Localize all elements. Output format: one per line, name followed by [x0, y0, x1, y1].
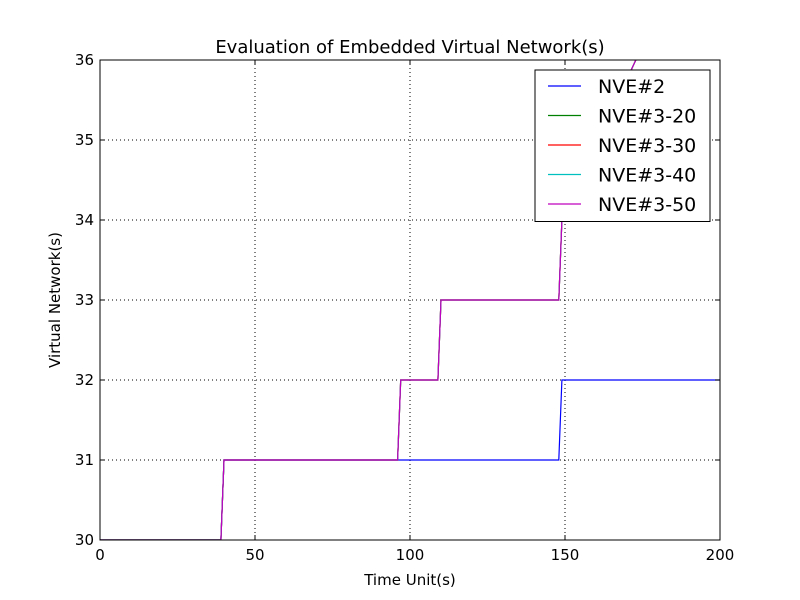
- x-axis-label: Time Unit(s): [363, 571, 456, 589]
- axis-ticks: 0 50 100 150 200 30 31 32 33 34 35 36: [75, 51, 734, 564]
- y-tick-label: 32: [75, 371, 94, 389]
- y-tick-label: 34: [75, 211, 94, 229]
- legend-label-5: NVE#3-50: [598, 194, 696, 216]
- x-tick-label: 100: [396, 546, 425, 564]
- x-tick-label: 0: [95, 546, 105, 564]
- series-layer: [100, 60, 720, 540]
- legend-label-2: NVE#3-20: [598, 106, 696, 128]
- y-tick-label: 35: [75, 131, 94, 149]
- legend-box: [534, 69, 711, 222]
- series-line-5: [100, 60, 637, 540]
- legend-label-3: NVE#3-30: [598, 135, 696, 157]
- y-tick-label: 36: [75, 51, 94, 69]
- y-tick-label: 33: [75, 291, 94, 309]
- chart-title: Evaluation of Embedded Virtual Network(s…: [215, 37, 604, 58]
- y-axis-label: Virtual Network(s): [46, 232, 64, 368]
- legend: NVE#2 NVE#3-20 NVE#3-30 NVE#3-40 NVE#3-50: [534, 69, 711, 222]
- y-tick-label: 30: [75, 531, 94, 549]
- legend-label-4: NVE#3-40: [598, 165, 696, 187]
- x-tick-label: 200: [706, 546, 735, 564]
- y-tick-label: 31: [75, 451, 94, 469]
- legend-label-1: NVE#2: [598, 76, 665, 98]
- x-tick-label: 150: [551, 546, 580, 564]
- x-tick-label: 50: [245, 546, 264, 564]
